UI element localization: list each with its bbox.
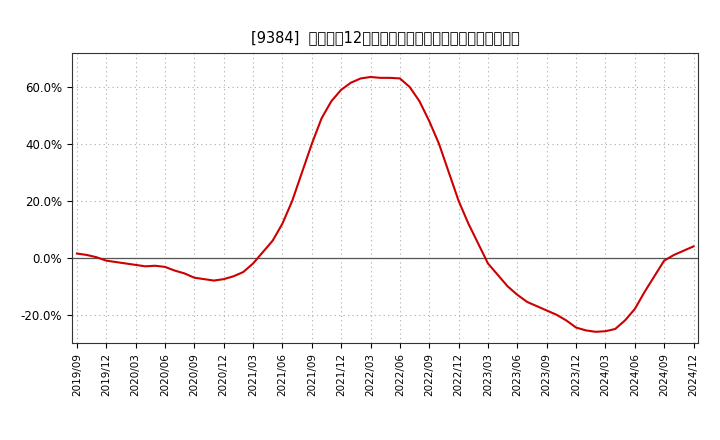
Title: [9384]  売上高の12か月移動合計の対前年同期増減率の推移: [9384] 売上高の12か月移動合計の対前年同期増減率の推移 (251, 29, 520, 45)
